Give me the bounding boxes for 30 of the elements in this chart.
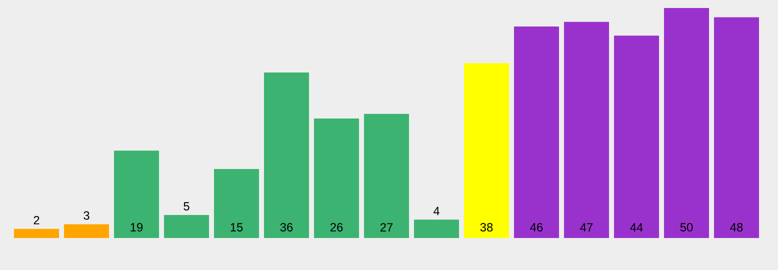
- data-label: 4: [433, 206, 440, 216]
- bar: [264, 72, 310, 238]
- data-label: 19: [130, 223, 143, 232]
- data-label: 46: [530, 223, 543, 232]
- bar: [364, 114, 410, 238]
- data-label: 44: [630, 223, 643, 232]
- bar: [164, 215, 210, 238]
- data-label: 3: [84, 211, 90, 220]
- bar: [64, 224, 109, 238]
- bar: [414, 220, 460, 238]
- data-label: 15: [230, 223, 243, 232]
- data-label: 2: [34, 216, 40, 224]
- bar: [514, 26, 560, 238]
- data-label: 36: [280, 223, 293, 232]
- data-label: 38: [480, 223, 493, 232]
- data-label: 27: [380, 223, 393, 232]
- bar: [214, 169, 260, 238]
- bar: [114, 150, 160, 238]
- data-label: 47: [580, 223, 593, 232]
- bar: [714, 17, 760, 238]
- data-label: 48: [730, 223, 743, 232]
- bar: [564, 22, 610, 238]
- bar: [664, 8, 710, 238]
- data-label: 5: [184, 202, 190, 211]
- data-label: 50: [680, 223, 693, 232]
- bar: [614, 36, 660, 238]
- bar: [14, 228, 59, 238]
- data-label: 26: [330, 223, 343, 232]
- bar: [464, 63, 510, 238]
- bar: [314, 118, 360, 238]
